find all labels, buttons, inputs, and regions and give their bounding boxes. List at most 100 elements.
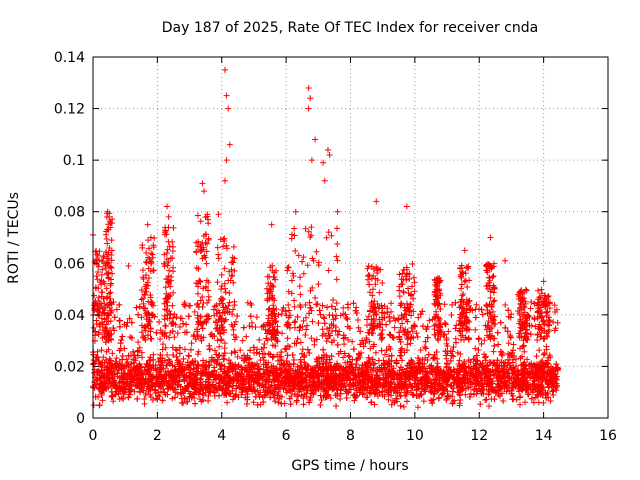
data-point: [148, 394, 155, 401]
data-point: [287, 401, 294, 408]
data-point: [391, 324, 398, 331]
data-point: [449, 348, 456, 355]
data-point: [419, 308, 426, 315]
data-point: [176, 350, 183, 357]
data-point: [404, 347, 411, 354]
data-point: [272, 398, 279, 405]
data-point: [344, 301, 351, 308]
data-point: [397, 393, 404, 400]
data-point: [229, 396, 236, 403]
data-point: [449, 388, 456, 395]
data-point: [261, 341, 268, 348]
data-point: [188, 340, 195, 347]
data-point: [543, 343, 550, 350]
data-point: [441, 301, 448, 308]
data-point: [326, 312, 333, 319]
data-point: [448, 382, 455, 389]
data-point: [317, 401, 324, 408]
data-point: [345, 352, 352, 359]
data-point: [217, 366, 224, 373]
data-point: [552, 309, 559, 316]
data-point: [206, 342, 213, 349]
data-point: [221, 340, 228, 347]
data-point: [166, 334, 173, 341]
data-point: [149, 382, 156, 389]
data-point: [216, 343, 223, 350]
data-point: [125, 394, 132, 401]
data-point: [249, 323, 256, 330]
data-point: [527, 305, 534, 312]
data-point: [522, 399, 529, 406]
data-point: [207, 331, 214, 338]
data-point: [509, 347, 516, 354]
data-point: [113, 306, 120, 313]
data-point: [383, 321, 390, 328]
data-point: [216, 392, 223, 399]
data-point: [303, 326, 310, 333]
data-point: [414, 333, 421, 340]
data-point: [269, 354, 276, 361]
data-point: [472, 345, 479, 352]
data-point: [421, 343, 428, 350]
data-point: [532, 323, 539, 330]
data-point: [346, 353, 353, 360]
data-point: [316, 307, 323, 314]
data-point: [524, 356, 531, 363]
data-point: [385, 396, 392, 403]
data-point: [174, 330, 181, 337]
grid-lines: [93, 57, 608, 418]
data-point: [119, 333, 126, 340]
data-point: [117, 340, 124, 347]
data-point: [100, 354, 107, 361]
data-point: [237, 347, 244, 354]
data-point: [457, 396, 464, 403]
data-point: [103, 348, 110, 355]
data-point: [533, 353, 540, 360]
data-point: [520, 342, 527, 349]
data-point: [291, 303, 298, 310]
data-point: [367, 345, 374, 352]
data-point: [388, 401, 395, 408]
data-point: [290, 357, 297, 364]
data-point: [491, 342, 498, 349]
data-point: [420, 398, 427, 405]
data-point: [119, 352, 126, 359]
data-point: [404, 341, 411, 348]
data-point: [221, 350, 228, 357]
data-point: [333, 403, 340, 410]
data-point: [150, 351, 157, 358]
data-point: [486, 403, 493, 410]
data-point: [136, 303, 143, 310]
data-point: [244, 299, 251, 306]
data-point: [239, 337, 246, 344]
data-point: [373, 368, 380, 375]
data-point: [134, 395, 141, 402]
data-point: [516, 401, 523, 408]
data-point: [99, 397, 106, 404]
data-point: [397, 392, 404, 399]
data-point: [327, 395, 334, 402]
data-point: [320, 346, 327, 353]
data-point: [153, 329, 160, 336]
data-point: [536, 347, 543, 354]
data-point: [540, 351, 547, 358]
data-point: [341, 380, 348, 387]
data-point: [90, 402, 97, 409]
data-point: [467, 390, 474, 397]
data-point: [155, 389, 162, 396]
data-point: [396, 329, 403, 336]
data-point: [323, 338, 330, 345]
data-point: [191, 308, 198, 315]
data-point: [510, 341, 517, 348]
data-point: [537, 359, 544, 366]
data-point: [153, 395, 160, 402]
chart-title: Day 187 of 2025, Rate Of TEC Index for r…: [162, 20, 538, 36]
data-point: [157, 327, 164, 334]
data-point: [516, 394, 523, 401]
data-point: [109, 350, 116, 357]
data-point: [279, 330, 286, 337]
data-point: [302, 302, 309, 309]
data-point: [442, 321, 449, 328]
data-point: [349, 338, 356, 345]
